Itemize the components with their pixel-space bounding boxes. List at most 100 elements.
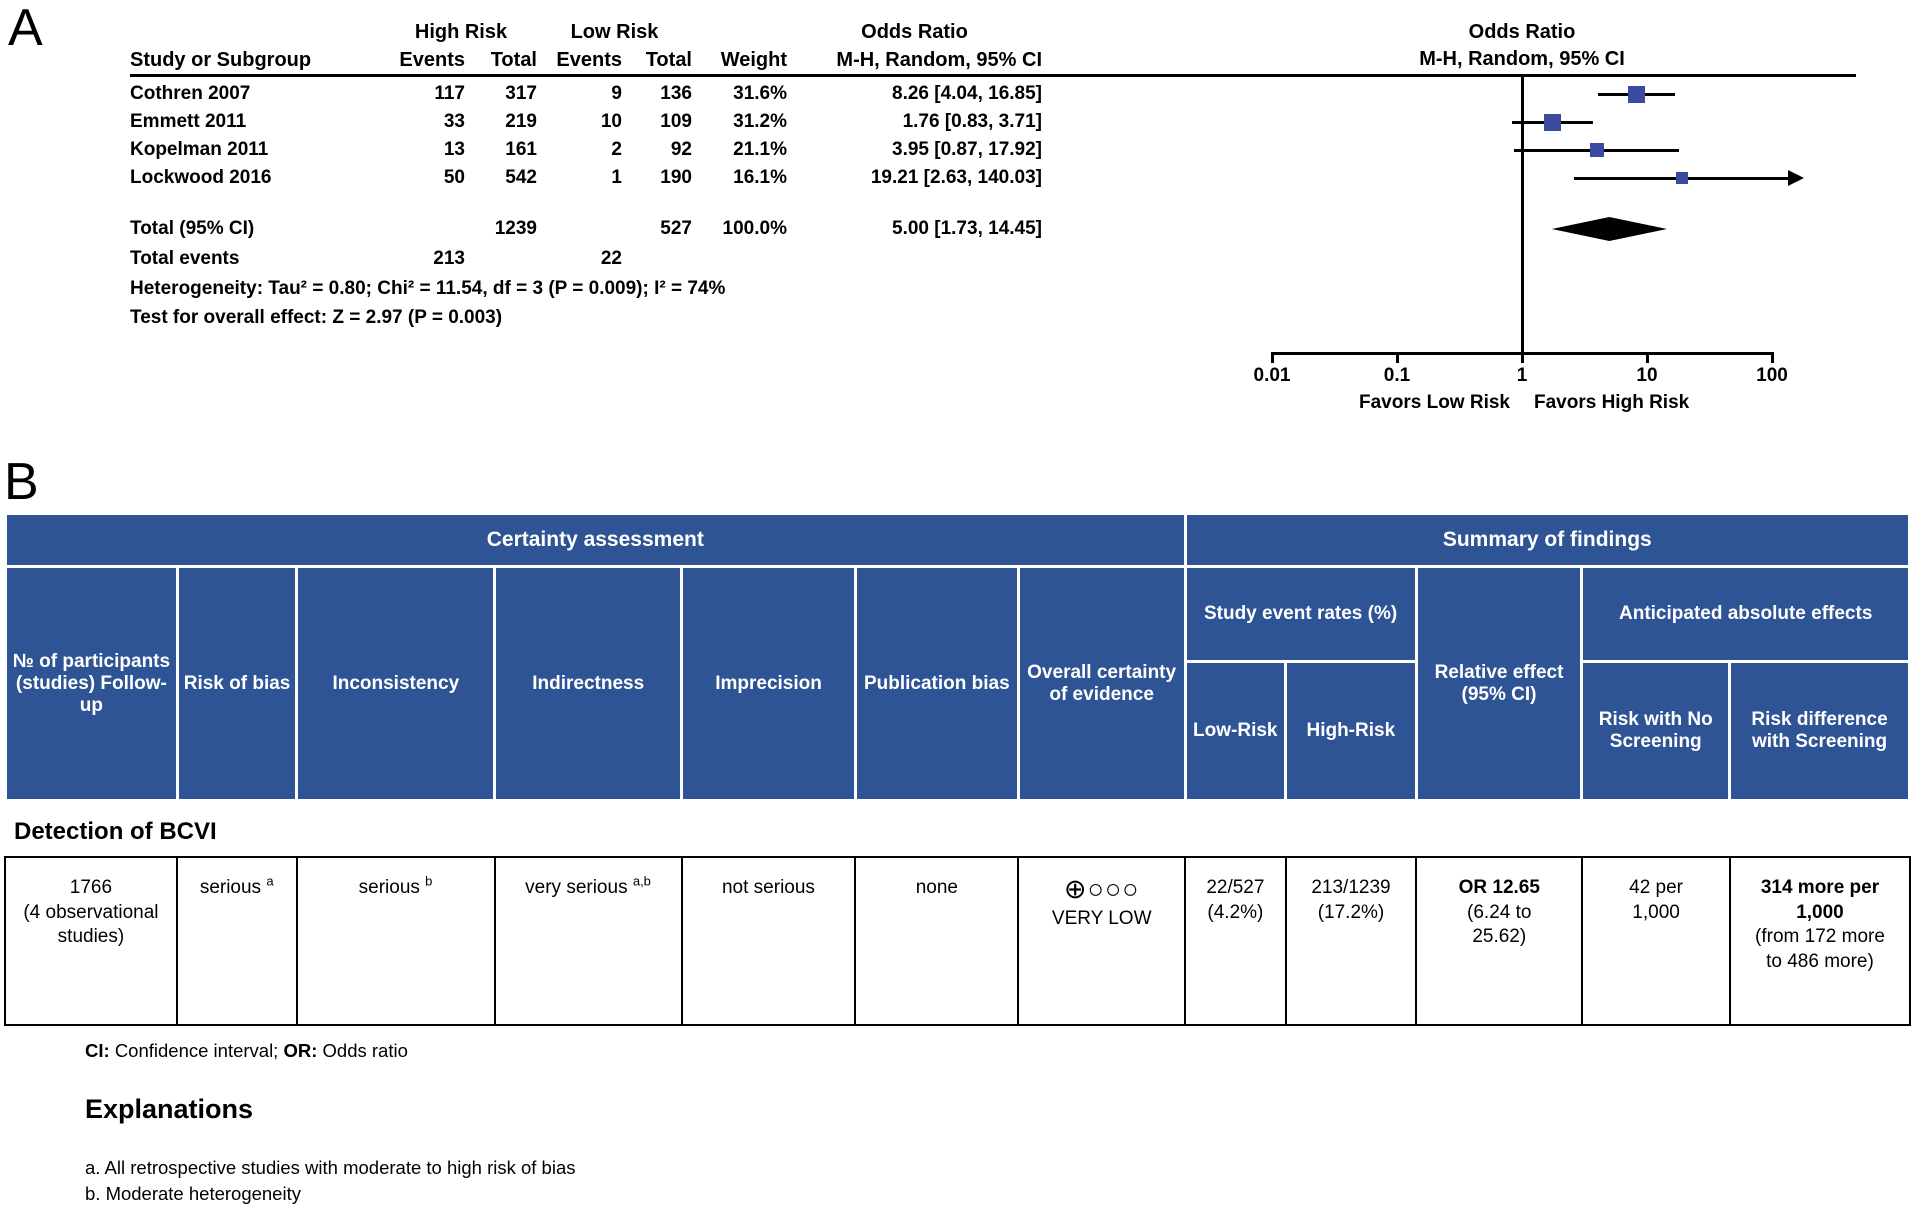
table-row: 1766 (4 observational studies) serious a… [4,856,1912,1026]
group-header-low-risk: Low Risk [570,20,659,43]
axis-tick-label: 0.1 [1383,365,1411,386]
panel-a-label: A [8,0,43,57]
cell-high-risk-rate: 213/1239 (17.2%) [1284,856,1418,1026]
footnote-mark: a [266,873,274,889]
band-summary-of-findings: Summary of findings [1183,512,1912,568]
summary-diamond [1551,217,1667,241]
cell-risk-of-bias: serious a [175,856,298,1026]
study-low-total: 109 [660,111,692,132]
plot-title: Odds Ratio M-H, Random, 95% CI [1272,19,1772,73]
col-header-low-events: Events [556,48,622,71]
col-header-high-events: Events [399,48,465,71]
footnote-a: a. All retrospective studies with modera… [85,1157,576,1178]
col-header-high-total: Total [490,48,537,71]
study-low-events: 9 [611,83,622,104]
study-name: Kopelman 2011 [130,139,269,160]
cell-inconsistency: serious b [295,856,496,1026]
relative-effect-ci: (6.24 to 25.62) [1467,901,1532,948]
group-header-study-event-rates: Study event rates (%) [1183,565,1418,663]
footnotes: a. All retrospective studies with modera… [85,1155,1920,1207]
participants-count: 1766 [69,877,113,898]
null-line [1520,74,1524,352]
axis-tick-label: 100 [1756,365,1788,386]
study-high-events: 13 [443,139,465,160]
total-weight: 100.0% [722,218,787,239]
favors-right-label: Favors High Risk [1534,392,1690,413]
or-marker [1676,172,1689,184]
col-header-study: Study or Subgroup [130,48,312,71]
risk-of-bias-value: serious [199,877,262,898]
cell-risk-no-screening: 42 per 1,000 [1581,856,1731,1026]
indirectness-value: very serious [525,877,628,898]
col-header-low-risk: Low-Risk [1183,660,1288,802]
axis-tick [1770,352,1774,363]
heterogeneity-text: Heterogeneity: Tau² = 0.80; Chi² = 11.54… [130,277,726,299]
cell-publication-bias: none [854,856,1020,1026]
high-risk-percent: (17.2%) [1317,901,1385,923]
abbrev-or-text: Odds ratio [322,1040,408,1061]
col-header-relative-effect: Relative effect (95% CI) [1414,565,1584,802]
col-header-low-total: Total [645,48,692,71]
study-low-total: 190 [660,167,692,188]
col-header-risk-no-screening: Risk with No Screening [1580,660,1732,802]
col-header-participants: № of participants (studies) Follow-up [4,565,179,802]
band-certainty-assessment: Certainty assessment [4,512,1187,568]
risk-no-screening-value: 42 per 1,000 [1629,877,1683,923]
study-low-events: 1 [611,167,622,188]
study-low-events: 10 [600,111,622,132]
col-header-inconsistency: Inconsistency [295,565,497,802]
study-or-ci: 1.76 [0.83, 3.71] [902,111,1042,132]
study-high-events: 33 [443,111,465,132]
relative-effect-or: OR 12.65 [1458,877,1540,898]
or-marker [1628,85,1646,103]
total-events-high: 213 [433,248,465,269]
cell-relative-effect: OR 12.65 (6.24 to 25.62) [1415,856,1584,1026]
axis-tick [1520,352,1524,363]
study-weight: 31.6% [733,83,787,104]
col-header-imprecision: Imprecision [680,565,857,802]
col-header-risk-difference: Risk difference with Screening [1728,660,1911,802]
group-header-anticipated-effects: Anticipated absolute effects [1580,565,1911,663]
grade-circles-icon: ⊕○○○ [1063,874,1140,904]
group-header-high-risk: High Risk [414,20,508,43]
col-header-risk-of-bias: Risk of bias [175,565,299,802]
study-high-total: 219 [505,111,537,132]
abbrev-ci-text: Confidence interval; [114,1040,279,1061]
study-high-total: 317 [505,83,537,104]
study-high-total: 542 [505,167,537,188]
total-low-total: 527 [660,218,692,239]
low-risk-percent: (4.2%) [1207,901,1264,923]
total-row-label: Total (95% CI) [130,218,255,239]
panel-b-label: B [4,453,39,511]
study-high-events: 117 [434,83,465,104]
cell-certainty: ⊕○○○ VERY LOW [1017,856,1187,1026]
study-low-events: 2 [611,139,622,160]
study-name: Cothren 2007 [130,83,251,104]
forest-table: High Risk Low Risk Odds Ratio Study or S… [130,18,1042,332]
axis-tick [1395,352,1399,363]
or-marker [1589,143,1604,157]
grade-header-table: Certainty assessment Summary of findings… [4,512,1912,802]
explanations-title: Explanations [85,1094,254,1124]
axis-tick-label: 10 [1636,365,1658,386]
abbrev-or-label: OR: [283,1040,318,1061]
abbreviations-line: CI: Confidence interval; OR: Odds ratio [85,1040,1920,1062]
study-low-total: 92 [670,139,692,160]
plot-title-line1: Odds Ratio [1468,21,1576,43]
cell-imprecision: not serious [680,856,857,1026]
overall-effect-text: Test for overall effect: Z = 2.97 (P = 0… [130,306,503,328]
total-or-ci: 5.00 [1.73, 14.45] [892,218,1042,239]
forest-plot-canvas: Odds Ratio M-H, Random, 95% CI 0.01 0.1 1 1… [1042,18,1920,450]
axis-tick-label: 1 [1516,365,1528,386]
imprecision-value: not serious [721,877,815,898]
col-header-overall-certainty: Overall certainty of evidence [1016,565,1187,802]
section-title-detection-of-bcvi: Detection of BCVI [14,818,217,845]
study-weight: 16.1% [733,167,787,188]
cell-indirectness: very serious a,b [493,856,683,1026]
study-or-ci: 19.21 [2.63, 140.03] [870,167,1042,188]
ci-arrowhead [1788,170,1805,186]
study-or-ci: 8.26 [4.04, 16.85] [892,83,1042,104]
total-high-total: 1239 [494,218,537,239]
plot-title-line2: M-H, Random, 95% CI [1419,48,1625,70]
cell-participants: 1766 (4 observational studies) [4,856,178,1026]
